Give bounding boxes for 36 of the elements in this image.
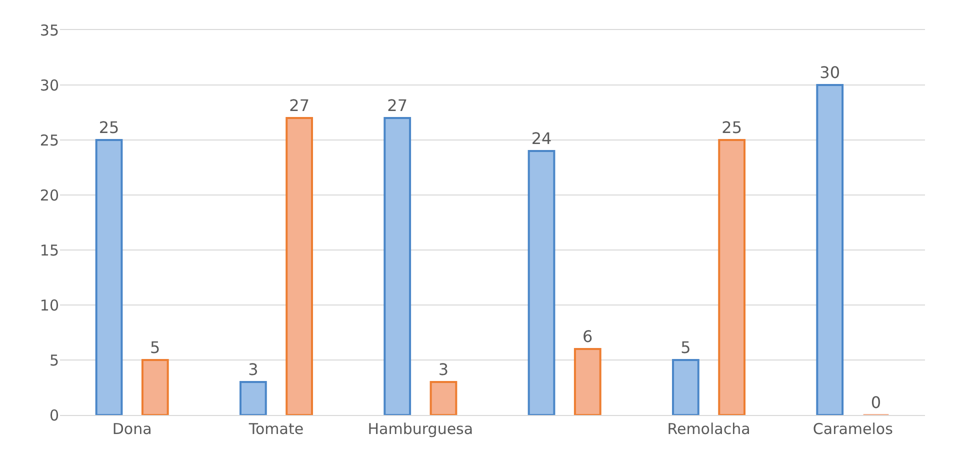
data-label: 24 — [531, 129, 552, 148]
data-label: 27 — [387, 96, 408, 115]
data-label: 0 — [870, 393, 882, 412]
data-label: 25 — [98, 118, 120, 137]
x-tick-label: Hamburguesa — [368, 420, 474, 438]
x-tick-label: Dona — [112, 420, 152, 438]
bar — [95, 139, 123, 415]
bar — [574, 348, 602, 415]
y-tick-label: 5 — [49, 351, 59, 370]
data-label: 5 — [680, 338, 691, 357]
bar — [240, 381, 267, 415]
data-label: 30 — [820, 63, 840, 82]
x-tick-label: Caramelos — [812, 420, 894, 438]
x-tick-label: Tomate — [248, 420, 304, 438]
data-label: 27 — [289, 96, 310, 115]
bar — [430, 381, 458, 415]
y-tick-label: 0 — [49, 406, 59, 424]
x-tick-label: Remolacha — [667, 420, 750, 438]
bar — [816, 84, 844, 415]
data-label: 5 — [150, 338, 160, 357]
y-tick-label: 25 — [40, 131, 59, 150]
bar — [672, 359, 700, 415]
data-label: 3 — [438, 360, 449, 379]
y-tick-label: 35 — [40, 21, 59, 40]
bar — [718, 139, 746, 415]
y-tick-label: 20 — [40, 186, 59, 204]
y-tick-label: 10 — [40, 296, 59, 314]
bar — [384, 117, 412, 415]
bar — [528, 150, 556, 415]
data-label: 3 — [248, 360, 258, 379]
y-tick-label: 30 — [40, 76, 59, 94]
data-label: 6 — [582, 327, 593, 346]
y-tick-label: 15 — [40, 241, 59, 260]
bar — [286, 117, 313, 415]
bar — [141, 359, 169, 415]
data-label: 25 — [722, 118, 742, 137]
